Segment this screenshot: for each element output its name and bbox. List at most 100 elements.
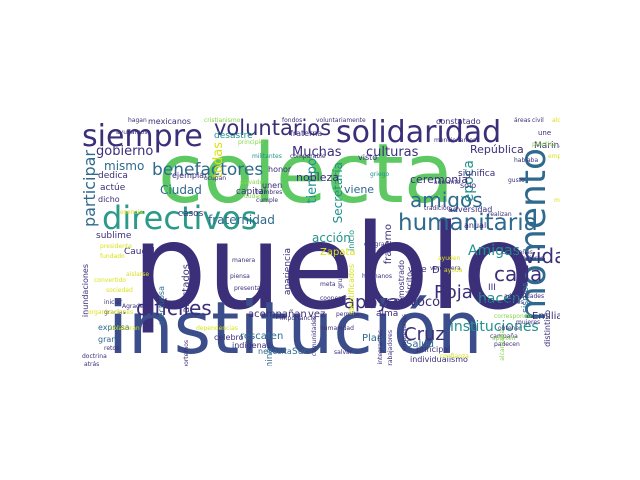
word-anual: anual — [464, 221, 487, 230]
word-principio: principio — [238, 139, 264, 146]
word-corresponde: corresponde — [494, 313, 532, 320]
word-unen: unen — [262, 181, 283, 190]
word-ocupan: ocupan — [204, 175, 227, 182]
word-obtener: obtener — [498, 325, 522, 332]
word-cada: cada — [494, 262, 543, 286]
word-trabajadores: trabajadores — [387, 330, 394, 366]
word-afectados: afectados — [181, 264, 192, 314]
word-dependencias: dependencias — [196, 325, 238, 332]
word-directivos: directivos — [102, 199, 258, 237]
word-dudas: dudas — [244, 193, 263, 200]
word-identificados: identificados — [347, 264, 356, 316]
word-amigas: Amigas — [468, 243, 520, 259]
word-convertido: convertido — [94, 277, 126, 284]
word-ceremonia: ceremonia — [410, 173, 469, 186]
word-mexicanos: mexicanos — [148, 117, 191, 126]
word-emiliano: Emiliano — [532, 311, 560, 322]
word-humanitaria: humanitaria — [398, 210, 538, 236]
word-alcance: alcance — [552, 117, 560, 124]
word-participar: participar — [80, 150, 99, 228]
word-expresa: expresa — [98, 323, 130, 332]
word-siempre: siempre — [82, 119, 203, 154]
word-inicio: inicio — [347, 230, 356, 252]
word-tradicion: tradición — [424, 205, 451, 212]
word-sur: Sur — [292, 347, 308, 357]
word-campana: campaña — [490, 333, 518, 340]
word-comunidades: comunidades — [311, 316, 318, 357]
word-verdadera: verdadera — [430, 265, 461, 272]
word-empresarias: empresarias — [401, 314, 408, 352]
word-campanas: campañas — [502, 249, 533, 256]
word-roja: Roja — [434, 282, 473, 303]
word-marina: Marina — [534, 141, 560, 151]
word-iniciar: iniciar — [104, 299, 123, 306]
word-capital: capital — [236, 187, 267, 197]
word-hombres: hombres — [256, 189, 283, 196]
word-grupos: grupos — [337, 268, 344, 289]
word-vive: vive — [408, 265, 427, 275]
word-aporten: aporten — [492, 335, 516, 342]
word-alcanzaria: alcanzaría — [499, 330, 506, 361]
word-ciudad: Ciudad — [160, 183, 202, 197]
word-desastre: desastre — [214, 131, 253, 141]
word-comparable: comparable — [290, 153, 326, 160]
word-hablaba: hablaba — [514, 157, 539, 164]
word-mujeres: mujeres — [516, 319, 541, 326]
word-apariencia: apariencia — [283, 248, 293, 296]
word-areas: áreas — [514, 117, 531, 124]
word-solo: sólo — [460, 181, 477, 190]
word-civil: civil — [532, 117, 544, 124]
word-sociedad: sociedad — [106, 287, 133, 294]
word-organizaciones: organizaciones — [88, 309, 134, 316]
word-viene: viene — [344, 183, 375, 196]
word-instituciones: instituciones — [450, 319, 539, 335]
word-desgracias: desgracias — [364, 241, 397, 248]
word-vez: vez — [308, 309, 326, 320]
word-dn: DN — [432, 265, 448, 276]
word-confianza: confianza — [440, 353, 469, 360]
word-cumple: cumple — [256, 197, 279, 204]
word-importancia: importancia — [280, 315, 316, 322]
word-republica: República — [470, 143, 524, 156]
word-iii: III — [488, 283, 496, 293]
word-institucion: institución — [108, 286, 483, 366]
word-actue: actúe — [100, 183, 126, 193]
word-militantes: militantes — [252, 153, 282, 160]
word-caudillo: Caudillo — [124, 247, 161, 257]
word-significa: significa — [458, 169, 496, 179]
word-gran: gran — [98, 335, 117, 344]
word-mismo: mismo — [104, 159, 145, 173]
word-ejercito: Ejército — [405, 272, 414, 302]
word-vida: vida — [524, 244, 560, 268]
word-humanidad: humanidad — [320, 325, 354, 332]
word-empeno: empeño — [548, 153, 560, 160]
word-fraterna: fraterna — [290, 129, 323, 138]
word-accion: acción — [312, 231, 351, 245]
word-gracias: gracias — [104, 309, 126, 316]
word-piensa: piensa — [230, 273, 250, 280]
word-celebro: celebro — [214, 333, 244, 342]
word-gobierno: gobierno — [96, 144, 154, 159]
word-hagan: hagan — [128, 117, 147, 124]
word-solidaridad: solidaridad — [336, 115, 502, 150]
word-adversidades: adversidades — [504, 293, 545, 300]
word-fondos: fondos — [282, 117, 303, 124]
word-alma: alma — [376, 309, 399, 319]
word-apoyar: apoyar — [344, 292, 407, 313]
word-todas: todas — [211, 142, 226, 179]
word-nobleza: nobleza — [296, 171, 340, 184]
word-distintivo: distintivo — [543, 310, 552, 347]
word-adelante: adelante — [434, 179, 461, 186]
word-casos: casos — [178, 209, 204, 219]
word-meta: meta — [320, 281, 336, 288]
word-ayudarnos: ayudarnos — [116, 129, 148, 136]
word-pueblo: pueblo — [132, 198, 535, 336]
word-mejores: mejores — [520, 255, 545, 262]
word-honor: honor — [268, 165, 292, 174]
word-aportemos: aportemos — [183, 340, 190, 366]
word-muchas: Muchas — [292, 145, 342, 160]
word-responsables: responsables — [484, 299, 524, 306]
word-voluntariamente: voluntariamente — [316, 117, 366, 124]
word-visto: visto — [358, 153, 378, 162]
word-indigenas: indígenas — [232, 341, 271, 350]
